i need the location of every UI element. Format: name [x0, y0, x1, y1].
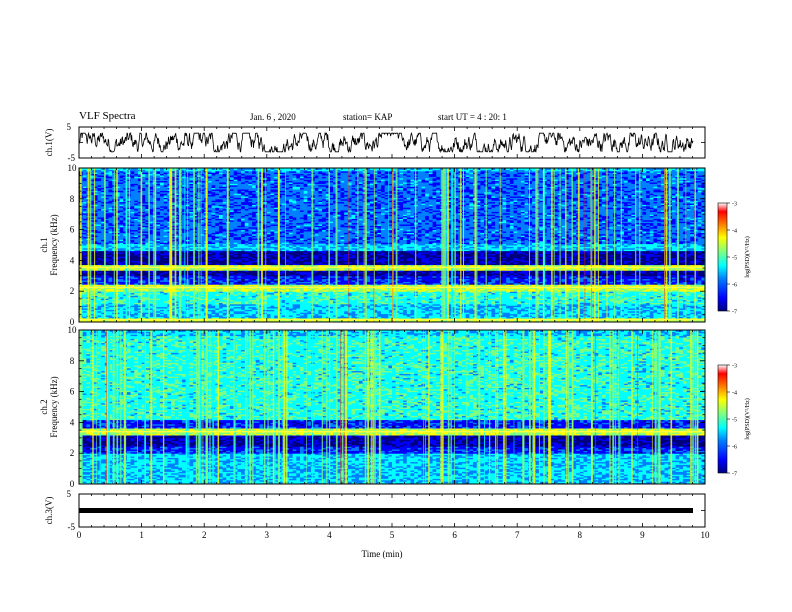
y-tick-label: 10 — [68, 163, 78, 173]
vlf-figure: 5-5ch.1(V)0246810ch.1 Frequency (kHz)-3-4… — [0, 0, 792, 612]
colorbar-tick-label: -6 — [732, 445, 737, 451]
colorbar-label: log(PSD)(V²/Hz) — [744, 398, 751, 439]
y-axis-label: ch.3(V) — [44, 497, 54, 525]
y-tick-label: 0 — [70, 479, 75, 489]
x-tick-label: 2 — [202, 530, 207, 540]
y-tick-label: 10 — [68, 325, 78, 335]
colorbar-tick-label: -5 — [732, 256, 737, 262]
y-axis-label-channel: ch.2 — [39, 399, 49, 414]
colorbar-tick-label: -3 — [732, 202, 737, 208]
y-tick-label: 8 — [70, 356, 75, 366]
y-tick-label: 2 — [70, 448, 75, 458]
y-tick-label: 4 — [70, 417, 75, 427]
x-tick-label: 5 — [390, 530, 395, 540]
y-tick-label: 6 — [70, 387, 75, 397]
y-tick-label: 4 — [70, 255, 75, 265]
y-axis-label-channel: ch.1 — [39, 237, 49, 252]
x-tick-label: 0 — [77, 530, 82, 540]
x-tick-label: 10 — [701, 530, 711, 540]
y-tick-label: -5 — [68, 522, 76, 532]
x-tick-label: 9 — [640, 530, 645, 540]
colorbar-label: log(PSD)(V²/Hz) — [744, 236, 751, 277]
colorbar-tick-label: -7 — [732, 310, 737, 316]
colorbar-tick-label: -4 — [732, 229, 737, 235]
x-tick-label: 7 — [515, 530, 520, 540]
colorbar-tick-label: -3 — [732, 364, 737, 370]
spectrogram-cells — [79, 330, 706, 485]
y-tick-label: 2 — [70, 286, 75, 296]
ch1-waveform-line — [79, 133, 693, 152]
y-tick-label: 5 — [67, 122, 72, 132]
y-tick-label: 5 — [67, 489, 72, 499]
x-tick-label: 1 — [139, 530, 144, 540]
x-axis-label: Time (min) — [362, 549, 403, 559]
x-tick-label: 3 — [265, 530, 270, 540]
y-axis-label: ch.1(V) — [44, 129, 54, 157]
colorbar-tick-label: -4 — [732, 391, 737, 397]
ch1-colorbar — [718, 203, 727, 311]
y-axis-label: Frequency (kHz) — [49, 376, 59, 437]
x-tick-label: 6 — [452, 530, 457, 540]
x-tick-label: 8 — [578, 530, 583, 540]
colorbar-tick-label: -5 — [732, 418, 737, 424]
colorbar-tick-label: -6 — [732, 283, 737, 289]
y-tick-label: 6 — [70, 225, 75, 235]
colorbar-tick-label: -7 — [732, 472, 737, 478]
x-tick-label: 4 — [327, 530, 332, 540]
ch2-colorbar — [718, 365, 727, 473]
y-tick-label: 8 — [70, 194, 75, 204]
y-axis-label: Frequency (kHz) — [49, 214, 59, 275]
y-tick-label: -5 — [68, 153, 76, 163]
